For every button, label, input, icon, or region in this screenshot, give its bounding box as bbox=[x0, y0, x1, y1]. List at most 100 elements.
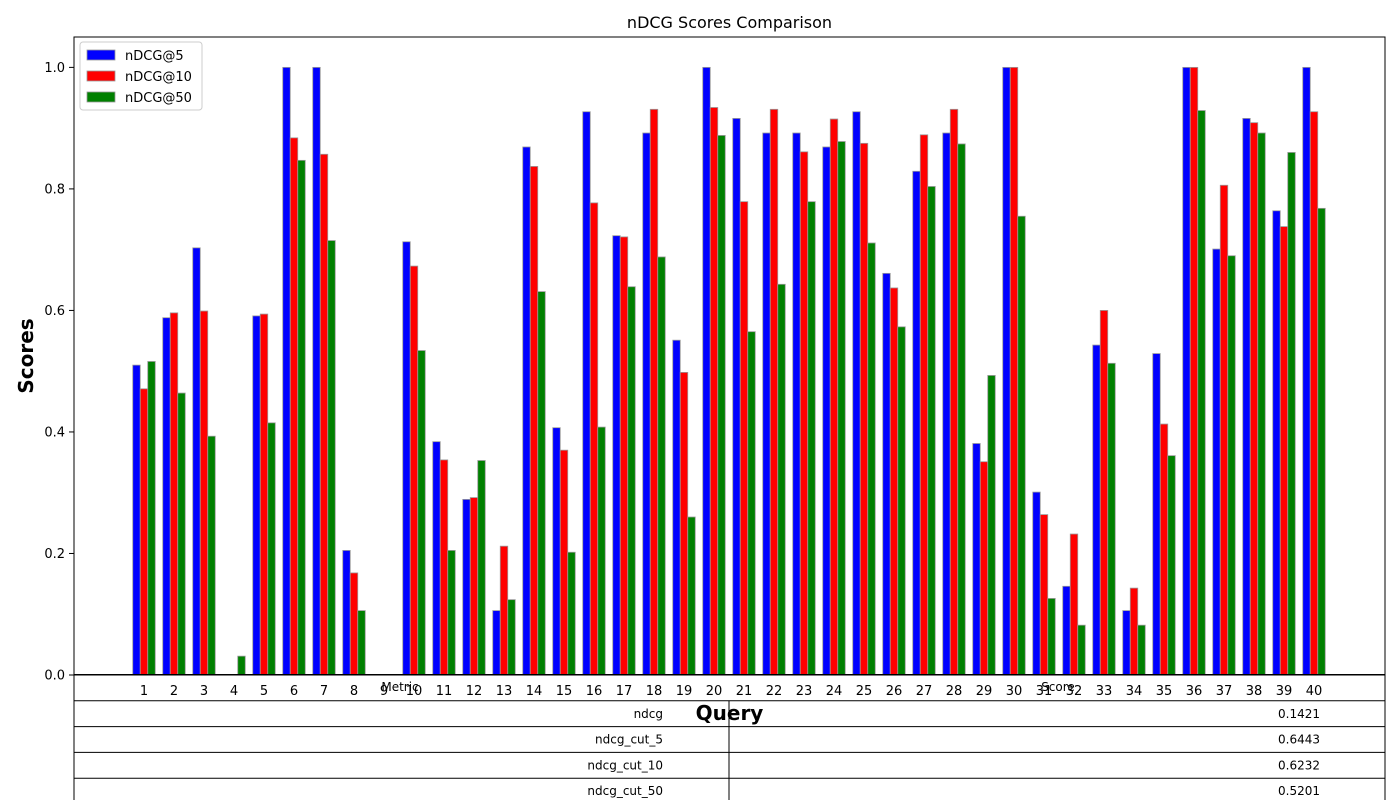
bar-ndcg-10-query-22 bbox=[769, 108, 779, 676]
x-tick-label: 26 bbox=[886, 684, 903, 699]
bar-ndcg-5-query-3 bbox=[192, 247, 201, 676]
bar-ndcg-10-query-6 bbox=[289, 137, 299, 676]
bar-ndcg-5-query-6 bbox=[282, 66, 291, 676]
bar-ndcg-5-query-2 bbox=[162, 317, 171, 676]
x-tick-label: 39 bbox=[1276, 684, 1293, 699]
table-header-metric: Metric bbox=[381, 680, 418, 694]
bar-ndcg-5-query-35 bbox=[1152, 353, 1161, 676]
bar-ndcg-5-query-20 bbox=[702, 66, 711, 676]
x-tick-label: 20 bbox=[706, 684, 723, 699]
bar-ndcg-5-query-15 bbox=[552, 427, 561, 676]
bar-ndcg-10-query-21 bbox=[739, 201, 749, 676]
bar-ndcg-10-query-36 bbox=[1189, 66, 1199, 676]
bar-ndcg-50-query-30 bbox=[1017, 215, 1026, 676]
bar-ndcg-10-query-5 bbox=[259, 313, 269, 676]
bar-ndcg-50-query-11 bbox=[447, 550, 456, 676]
bar-ndcg-5-query-8 bbox=[342, 550, 351, 676]
bar-ndcg-5-query-34 bbox=[1122, 610, 1131, 676]
bar-ndcg-50-query-19 bbox=[687, 516, 696, 676]
x-tick-label: 8 bbox=[350, 684, 358, 699]
table-header-score: Score bbox=[1041, 680, 1075, 694]
bar-ndcg-10-query-10 bbox=[409, 265, 419, 676]
bar-ndcg-10-query-34 bbox=[1129, 587, 1139, 676]
bar-ndcg-50-query-21 bbox=[747, 331, 756, 676]
bar-ndcg-5-query-28 bbox=[942, 132, 951, 676]
x-tick-label: 38 bbox=[1246, 684, 1263, 699]
x-axis-label: Query bbox=[696, 701, 764, 725]
bar-ndcg-50-query-27 bbox=[927, 186, 936, 676]
y-tick-label: 0.2 bbox=[44, 547, 65, 562]
bar-ndcg-5-query-10 bbox=[402, 241, 411, 676]
bar-ndcg-50-query-4 bbox=[237, 655, 246, 676]
bar-ndcg-10-query-35 bbox=[1159, 423, 1169, 676]
bar-ndcg-5-query-38 bbox=[1242, 118, 1251, 676]
legend-swatch bbox=[86, 91, 116, 103]
bar-ndcg-5-query-26 bbox=[882, 272, 891, 676]
bar-ndcg-50-query-8 bbox=[357, 610, 366, 676]
bar-ndcg-5-query-22 bbox=[762, 132, 771, 676]
bar-ndcg-50-query-40 bbox=[1317, 207, 1326, 676]
bar-ndcg-50-query-32 bbox=[1077, 624, 1086, 676]
x-tick-label: 19 bbox=[676, 684, 693, 699]
x-tick-label: 34 bbox=[1126, 684, 1143, 699]
table-cell-score: 0.5201 bbox=[1278, 784, 1320, 798]
x-tick-label: 30 bbox=[1006, 684, 1023, 699]
y-tick-label: 0.0 bbox=[44, 669, 65, 684]
bar-ndcg-50-query-29 bbox=[987, 375, 996, 676]
x-tick-label: 33 bbox=[1096, 684, 1113, 699]
x-tick-label: 22 bbox=[766, 684, 783, 699]
bar-ndcg-10-query-15 bbox=[559, 449, 569, 676]
bar-ndcg-10-query-16 bbox=[589, 202, 599, 676]
x-tick-label: 24 bbox=[826, 684, 843, 699]
table-cell-metric: ndcg_cut_5 bbox=[595, 733, 663, 747]
bar-ndcg-50-query-13 bbox=[507, 599, 516, 676]
bar-ndcg-5-query-36 bbox=[1182, 66, 1191, 676]
bar-ndcg-50-query-2 bbox=[177, 392, 186, 676]
bar-ndcg-50-query-35 bbox=[1167, 455, 1176, 676]
x-tick-label: 11 bbox=[436, 684, 453, 699]
x-tick-label: 4 bbox=[230, 684, 238, 699]
bar-ndcg-5-query-11 bbox=[432, 441, 441, 676]
table-cell-score: 0.1421 bbox=[1278, 707, 1320, 721]
y-axis-label: Scores bbox=[14, 318, 38, 393]
x-tick-label: 36 bbox=[1186, 684, 1203, 699]
bar-ndcg-50-query-12 bbox=[477, 460, 486, 676]
bar-ndcg-5-query-7 bbox=[312, 66, 321, 676]
x-tick-label: 28 bbox=[946, 684, 963, 699]
bar-ndcg-10-query-37 bbox=[1219, 184, 1229, 676]
x-tick-label: 13 bbox=[496, 684, 513, 699]
x-tick-label: 21 bbox=[736, 684, 753, 699]
x-tick-label: 32 bbox=[1066, 684, 1083, 699]
x-tick-label: 25 bbox=[856, 684, 873, 699]
bar-ndcg-5-query-17 bbox=[612, 235, 621, 676]
legend-swatch bbox=[86, 49, 116, 61]
legend-swatch bbox=[86, 70, 116, 82]
x-tick-label: 29 bbox=[976, 684, 993, 699]
bar-ndcg-5-query-37 bbox=[1212, 248, 1221, 676]
legend-label: nDCG@50 bbox=[125, 91, 192, 106]
x-tick-label: 17 bbox=[616, 684, 633, 699]
bar-ndcg-10-query-32 bbox=[1069, 533, 1079, 676]
bar-ndcg-10-query-2 bbox=[169, 312, 179, 676]
bar-ndcg-10-query-13 bbox=[499, 545, 509, 676]
bar-ndcg-10-query-27 bbox=[919, 134, 929, 676]
x-tick-label: 14 bbox=[526, 684, 543, 699]
bar-ndcg-5-query-1 bbox=[132, 364, 141, 676]
table-cell-score: 0.6443 bbox=[1278, 733, 1320, 747]
y-tick-label: 0.6 bbox=[44, 304, 65, 319]
bar-ndcg-50-query-33 bbox=[1107, 362, 1116, 676]
bar-ndcg-10-query-8 bbox=[349, 572, 359, 676]
bar-ndcg-5-query-40 bbox=[1302, 66, 1311, 676]
bar-ndcg-5-query-13 bbox=[492, 610, 501, 676]
table-cell-metric: ndcg_cut_10 bbox=[587, 758, 663, 772]
bar-ndcg-10-query-20 bbox=[709, 107, 719, 676]
y-tick-label: 0.8 bbox=[44, 182, 65, 197]
x-tick-label: 15 bbox=[556, 684, 573, 699]
bar-ndcg-5-query-19 bbox=[672, 339, 681, 676]
bar-ndcg-50-query-16 bbox=[597, 426, 606, 676]
x-tick-label: 10 bbox=[406, 684, 423, 699]
x-tick-label: 3 bbox=[200, 684, 208, 699]
x-tick-label: 6 bbox=[290, 684, 298, 699]
bar-ndcg-10-query-7 bbox=[319, 153, 329, 676]
bar-ndcg-10-query-12 bbox=[469, 497, 479, 676]
